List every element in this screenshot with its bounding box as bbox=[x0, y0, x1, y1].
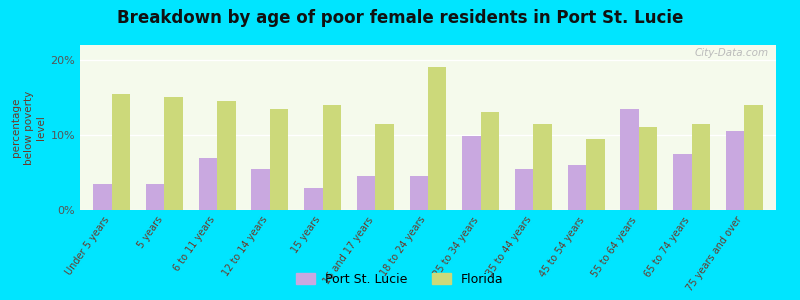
Bar bbox=[164, 98, 183, 210]
Bar bbox=[515, 169, 534, 210]
Bar bbox=[692, 124, 710, 210]
Bar bbox=[621, 109, 639, 210]
Bar bbox=[375, 124, 394, 210]
Bar bbox=[534, 124, 552, 210]
Bar bbox=[93, 184, 112, 210]
Bar bbox=[481, 112, 499, 210]
Bar bbox=[322, 105, 341, 210]
Bar bbox=[217, 101, 235, 210]
Legend: Port St. Lucie, Florida: Port St. Lucie, Florida bbox=[291, 268, 509, 291]
Bar bbox=[462, 136, 481, 210]
Bar bbox=[304, 188, 322, 210]
Bar bbox=[639, 128, 658, 210]
Bar bbox=[251, 169, 270, 210]
Bar bbox=[146, 184, 164, 210]
Bar bbox=[410, 176, 428, 210]
Text: Breakdown by age of poor female residents in Port St. Lucie: Breakdown by age of poor female resident… bbox=[117, 9, 683, 27]
Bar bbox=[586, 139, 605, 210]
Text: City-Data.com: City-Data.com bbox=[695, 48, 769, 58]
Bar bbox=[198, 158, 217, 210]
Bar bbox=[726, 131, 744, 210]
Bar bbox=[568, 165, 586, 210]
Bar bbox=[112, 94, 130, 210]
Bar bbox=[270, 109, 288, 210]
Bar bbox=[744, 105, 763, 210]
Y-axis label: percentage
below poverty
level: percentage below poverty level bbox=[11, 90, 46, 165]
Bar bbox=[673, 154, 692, 210]
Bar bbox=[428, 68, 446, 210]
Bar bbox=[357, 176, 375, 210]
